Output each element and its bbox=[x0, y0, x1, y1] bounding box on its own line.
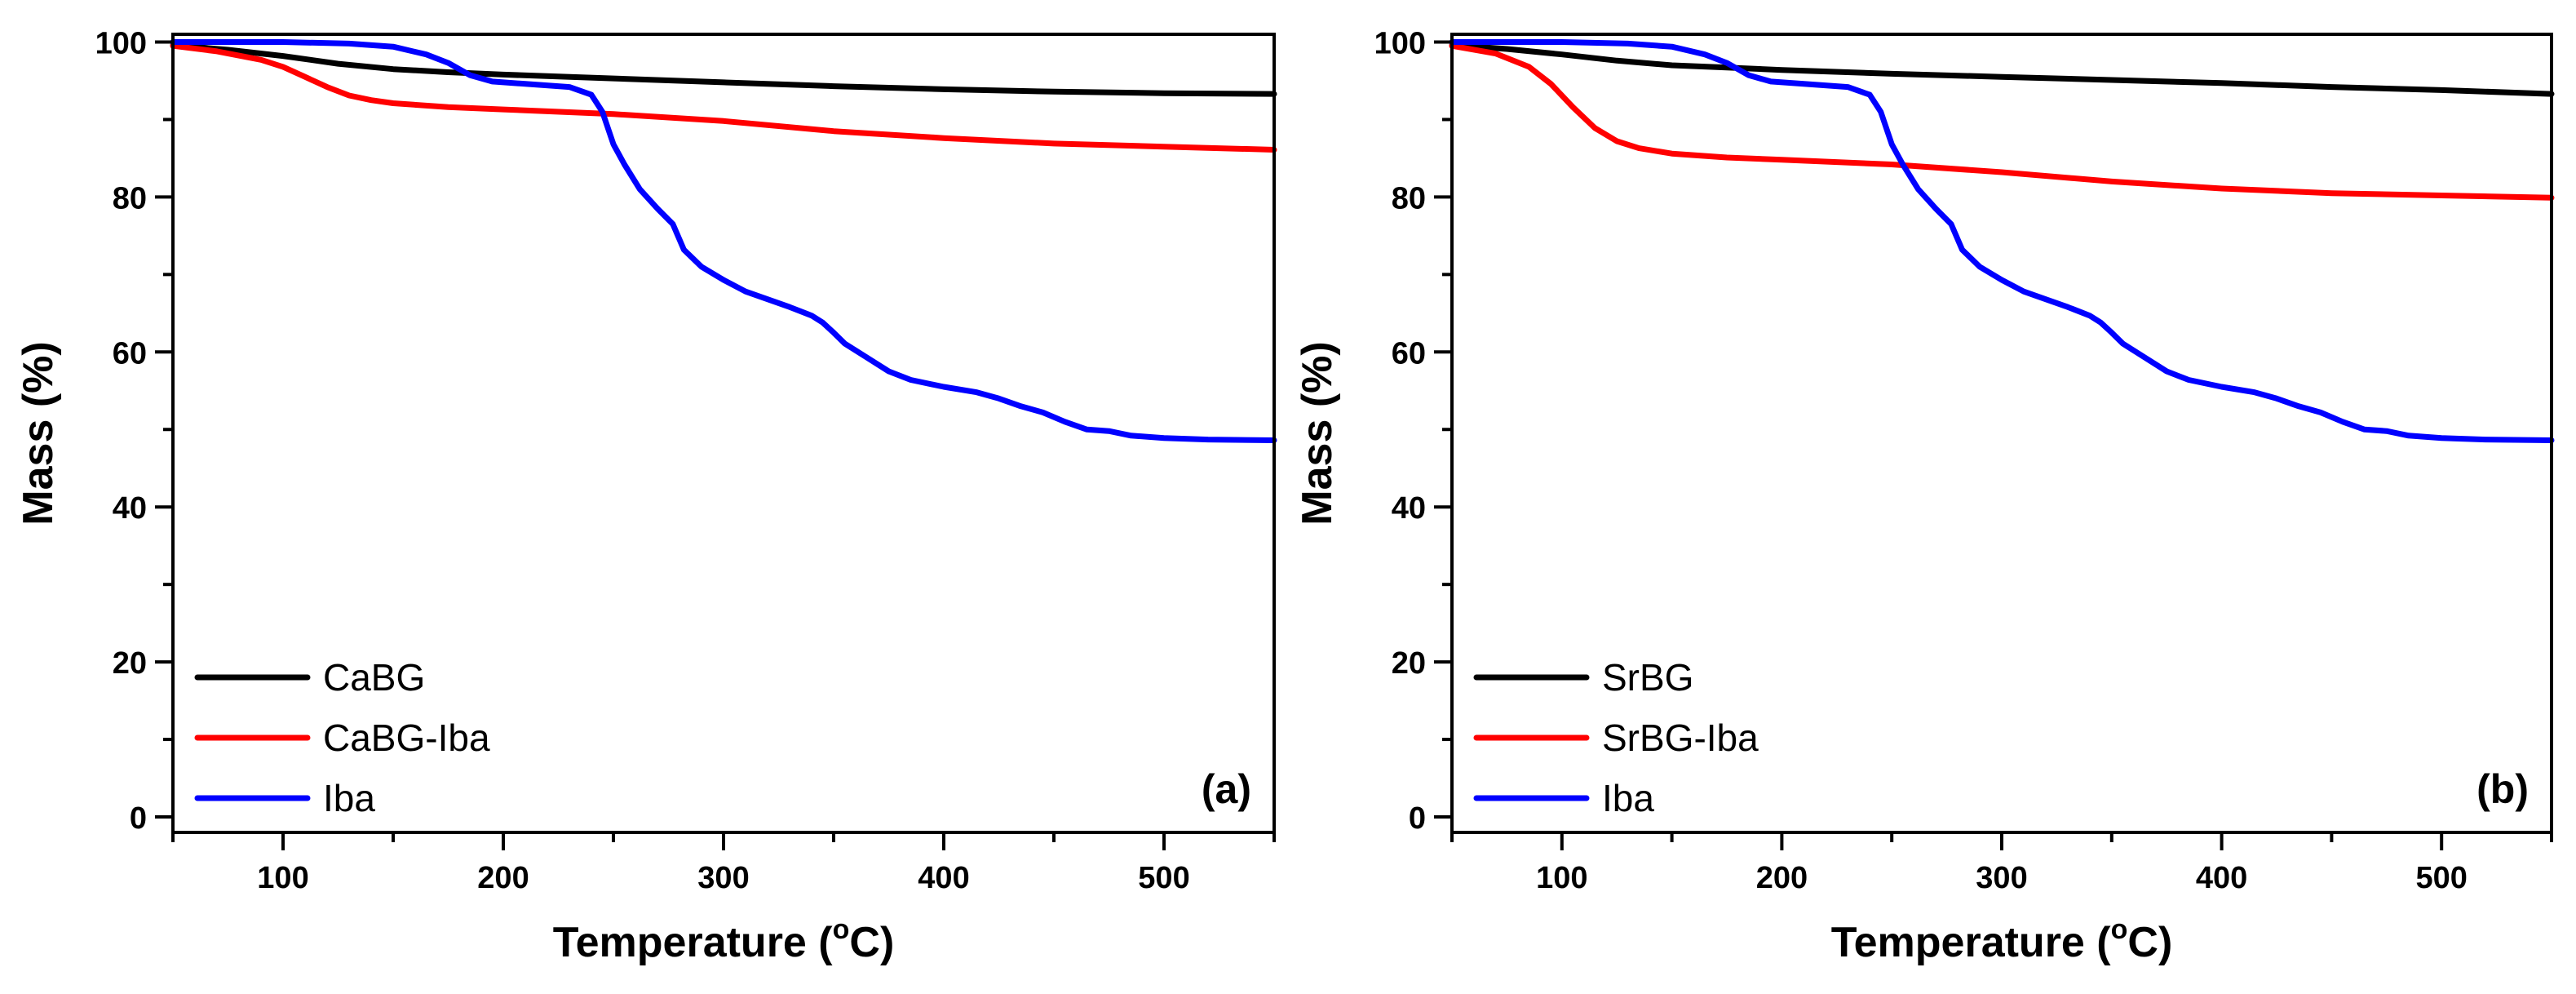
legend: CaBG CaBG-Iba Iba bbox=[194, 656, 490, 819]
series-line-cabg-iba bbox=[170, 42, 1277, 153]
y-axis-title: Mass (%) bbox=[15, 341, 62, 525]
y-tick-label: 20 bbox=[1392, 646, 1426, 681]
y-tick-label: 40 bbox=[113, 491, 147, 526]
series-line-iba bbox=[1449, 39, 2555, 443]
x-axis-title: Temperature (oC) bbox=[1831, 914, 2173, 966]
x-tick-label: 400 bbox=[918, 861, 969, 895]
y-axis-title: Mass (%) bbox=[1294, 341, 1341, 525]
x-tick-label: 100 bbox=[1536, 861, 1587, 895]
y-tick-label: 100 bbox=[95, 26, 147, 60]
legend-label-cabg: CaBG bbox=[323, 656, 425, 699]
panel-label: (b) bbox=[2476, 766, 2529, 812]
x-tick-label: 200 bbox=[1756, 861, 1808, 895]
chart-panel-a: 100 200 300 400 500 0 20 40 60 80 100 Temperature (… bbox=[15, 26, 1277, 966]
series-line-iba bbox=[170, 39, 1277, 443]
legend-label-iba: Iba bbox=[1602, 777, 1654, 819]
y-tick-label: 0 bbox=[130, 801, 147, 836]
legend-label-srbg: SrBG bbox=[1602, 656, 1693, 699]
legend: SrBG SrBG-Iba Iba bbox=[1473, 656, 1759, 819]
panel-label: (a) bbox=[1202, 766, 1251, 812]
y-tick-label: 0 bbox=[1409, 801, 1426, 836]
y-tick-label: 40 bbox=[1392, 491, 1426, 526]
x-tick-label: 500 bbox=[2415, 861, 2467, 895]
x-tick-label: 500 bbox=[1138, 861, 1189, 895]
x-axis-title: Temperature (oC) bbox=[553, 914, 895, 966]
series-group bbox=[1449, 39, 2555, 443]
x-axis-title-main: Temperature ( bbox=[553, 919, 834, 966]
series-line-cabg bbox=[170, 42, 1277, 97]
chart-panel-b: 100 200 300 400 500 0 20 40 60 80 100 Temperature (… bbox=[1294, 26, 2555, 966]
series-line-srbg-iba bbox=[1449, 42, 2555, 201]
legend-label-iba: Iba bbox=[323, 777, 375, 819]
y-tick-label: 80 bbox=[1392, 181, 1426, 215]
x-axis-title-sup: o bbox=[833, 914, 850, 945]
x-tick-label: 200 bbox=[477, 861, 529, 895]
y-tick-label: 20 bbox=[113, 646, 147, 681]
legend-label-srbg-iba: SrBG-Iba bbox=[1602, 717, 1759, 759]
x-axis-title-end: C) bbox=[2127, 919, 2172, 966]
y-tick-label: 80 bbox=[113, 181, 147, 215]
x-tick-label: 400 bbox=[2196, 861, 2247, 895]
x-tick-label: 300 bbox=[1976, 861, 2027, 895]
x-axis-title-main: Temperature ( bbox=[1831, 919, 2112, 966]
y-tick-label: 100 bbox=[1374, 26, 1426, 60]
y-tick-label: 60 bbox=[113, 336, 147, 371]
series-group bbox=[170, 39, 1277, 443]
x-tick-label: 300 bbox=[697, 861, 749, 895]
y-tick-label: 60 bbox=[1392, 336, 1426, 371]
series-line-srbg bbox=[1449, 42, 2555, 97]
legend-label-cabg-iba: CaBG-Iba bbox=[323, 717, 490, 759]
x-axis-title-sup: o bbox=[2111, 914, 2128, 945]
x-axis-title-end: C) bbox=[849, 919, 894, 966]
x-tick-label: 100 bbox=[257, 861, 308, 895]
